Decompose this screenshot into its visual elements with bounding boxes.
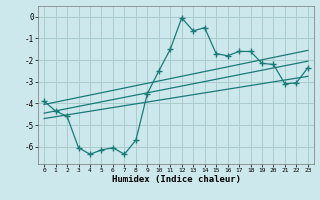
X-axis label: Humidex (Indice chaleur): Humidex (Indice chaleur) [111,175,241,184]
